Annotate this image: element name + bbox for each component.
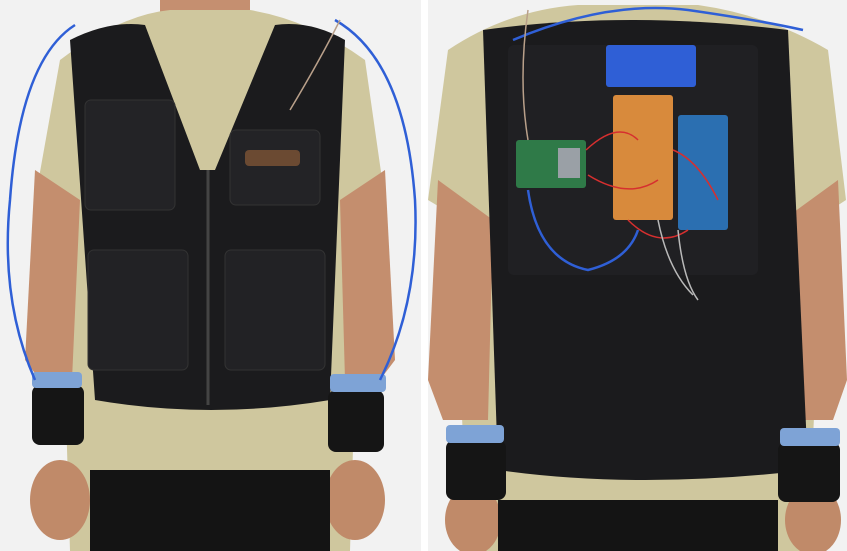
photo-back-view	[428, 0, 847, 551]
chest-pocket-right	[229, 129, 321, 206]
usb-ports	[558, 148, 580, 178]
right-wristband	[328, 390, 384, 452]
left-electrode-tape	[32, 372, 82, 388]
wire-top	[512, 6, 804, 42]
left-arm	[428, 180, 493, 420]
arduino-board	[678, 115, 728, 230]
wire-right	[334, 18, 417, 381]
left-hand	[30, 460, 90, 540]
wire-thin	[289, 19, 341, 111]
pants	[498, 500, 778, 551]
lower-pocket-left	[87, 249, 189, 371]
circuit-board	[613, 95, 673, 220]
wire-loop	[526, 189, 640, 272]
right-electrode-tape	[780, 428, 840, 446]
pants	[90, 470, 330, 551]
left-wristband	[446, 440, 506, 500]
vest-patch	[245, 150, 300, 166]
left-arm	[25, 170, 80, 380]
right-electrode-tape	[330, 374, 386, 392]
battery-pack	[606, 45, 696, 87]
chest-pocket-left	[84, 99, 176, 211]
right-wristband	[778, 442, 840, 502]
left-hand	[445, 485, 501, 551]
wire-thin	[522, 9, 529, 141]
right-arm	[340, 170, 395, 380]
wire-left	[6, 23, 76, 381]
gray-wires	[657, 219, 699, 301]
left-electrode-tape	[446, 425, 504, 443]
red-wires	[585, 131, 719, 239]
right-hand	[325, 460, 385, 540]
photo-front-view	[0, 0, 421, 551]
panel-divider	[421, 0, 428, 551]
lower-pocket-right	[224, 249, 326, 371]
left-wristband	[32, 385, 84, 445]
